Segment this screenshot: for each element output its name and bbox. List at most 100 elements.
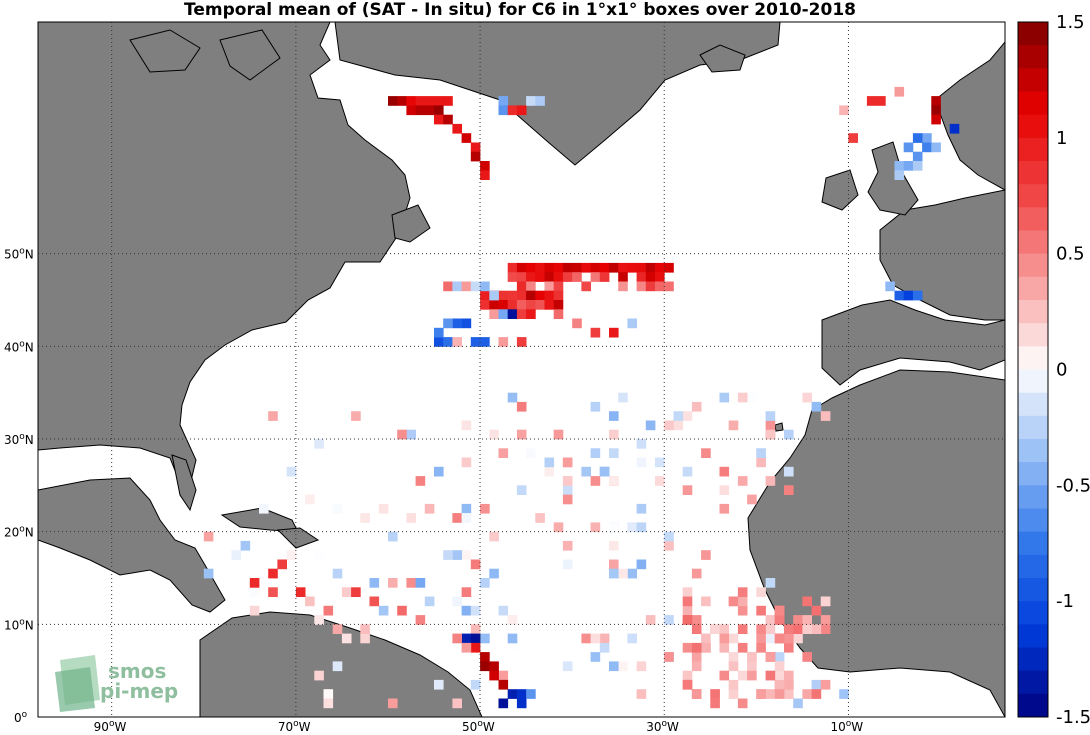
colorbar-step	[1018, 137, 1048, 162]
data-cell	[203, 531, 214, 542]
data-cell	[434, 105, 444, 116]
data-cell	[655, 476, 665, 486]
data-cell	[765, 615, 776, 625]
colorbar: 1.5 1 0.5 0 -0.5 -1 -1.5	[1017, 12, 1090, 728]
data-cells	[203, 86, 960, 709]
data-cell	[618, 281, 628, 292]
data-cell	[452, 698, 462, 709]
data-cell	[341, 633, 352, 644]
data-cell	[784, 670, 794, 681]
data-cell	[360, 624, 370, 634]
data-cell	[682, 587, 693, 597]
data-cell	[415, 105, 426, 116]
latitude-tick-label: 0o	[14, 710, 28, 725]
data-cell	[526, 448, 536, 458]
data-cell	[673, 411, 684, 421]
data-cell	[443, 318, 453, 329]
data-cell	[388, 698, 398, 709]
data-cell	[747, 652, 757, 662]
map-frame	[37, 21, 1006, 718]
latitude-axis: 50oN 40oN 30oN 20oN 10oN 0o	[4, 247, 34, 725]
data-cell	[737, 670, 748, 681]
data-cell	[802, 652, 812, 662]
data-cell	[894, 170, 905, 180]
latitude-tick-label: 10oN	[4, 617, 34, 632]
colorbar-step	[1018, 415, 1048, 440]
data-cell	[489, 290, 499, 301]
data-cell	[397, 96, 407, 106]
data-cell	[526, 689, 536, 699]
data-cell	[609, 476, 619, 486]
data-cell	[710, 689, 720, 699]
data-cell	[507, 272, 518, 282]
data-cell	[249, 578, 260, 588]
data-cell	[553, 522, 564, 533]
data-cell	[516, 485, 527, 495]
data-cell	[811, 689, 822, 699]
data-cell	[341, 587, 352, 597]
data-cell	[434, 466, 444, 477]
data-cell	[351, 587, 361, 597]
data-cell	[388, 578, 398, 588]
data-cell	[360, 513, 370, 523]
data-cell	[516, 281, 527, 292]
data-cell	[480, 661, 490, 672]
data-cell	[480, 652, 490, 662]
data-cell	[590, 652, 601, 662]
data-cell	[516, 337, 527, 347]
data-cell	[572, 318, 582, 329]
map-title: Temporal mean of (SAT - In situ) for C6 …	[184, 0, 856, 20]
data-cell	[544, 300, 555, 310]
data-cell	[618, 661, 628, 672]
data-cell	[452, 550, 462, 560]
colorbar-step	[1018, 647, 1048, 672]
data-cell	[305, 494, 315, 505]
data-cell	[498, 105, 509, 116]
data-cell	[636, 281, 647, 292]
data-cell	[784, 633, 794, 644]
data-cell	[811, 401, 822, 412]
data-cell	[848, 133, 858, 143]
latitude-tick-label: 40oN	[4, 339, 34, 354]
data-cell	[765, 624, 776, 634]
data-cell	[609, 568, 619, 579]
data-cell	[719, 503, 730, 514]
data-cell	[765, 411, 776, 421]
data-cell	[701, 633, 711, 644]
colorbar-tick-label: 0.5	[1056, 244, 1085, 265]
data-cell	[434, 114, 444, 125]
data-cell	[498, 448, 509, 458]
data-cell	[323, 605, 334, 616]
data-cell	[489, 670, 499, 681]
data-cell	[332, 503, 343, 514]
data-cell	[461, 503, 472, 514]
landmass-florida	[171, 454, 197, 512]
data-cell	[461, 513, 472, 523]
data-cell	[498, 605, 509, 616]
data-cell	[691, 401, 702, 412]
data-cell	[535, 300, 545, 310]
data-cell	[562, 559, 573, 570]
data-cell	[443, 281, 453, 292]
landmass-scandinavia	[934, 41, 1005, 191]
data-cell	[609, 522, 619, 533]
data-cell	[489, 568, 499, 579]
data-cell	[931, 105, 941, 116]
data-cell	[636, 439, 647, 449]
data-cell	[360, 633, 370, 644]
colorbar-step	[1018, 462, 1048, 486]
data-cell	[802, 615, 812, 625]
data-cell	[756, 633, 766, 644]
data-cell	[691, 568, 702, 579]
data-cell	[655, 262, 665, 273]
data-cell	[498, 670, 509, 681]
data-cell	[664, 615, 674, 625]
data-cell	[249, 605, 260, 616]
data-cell	[719, 633, 730, 644]
data-cell	[415, 578, 426, 588]
data-cell	[415, 476, 426, 486]
data-cell	[599, 262, 610, 273]
data-cell	[756, 448, 766, 458]
data-cell	[701, 550, 711, 560]
data-cell	[802, 596, 812, 607]
